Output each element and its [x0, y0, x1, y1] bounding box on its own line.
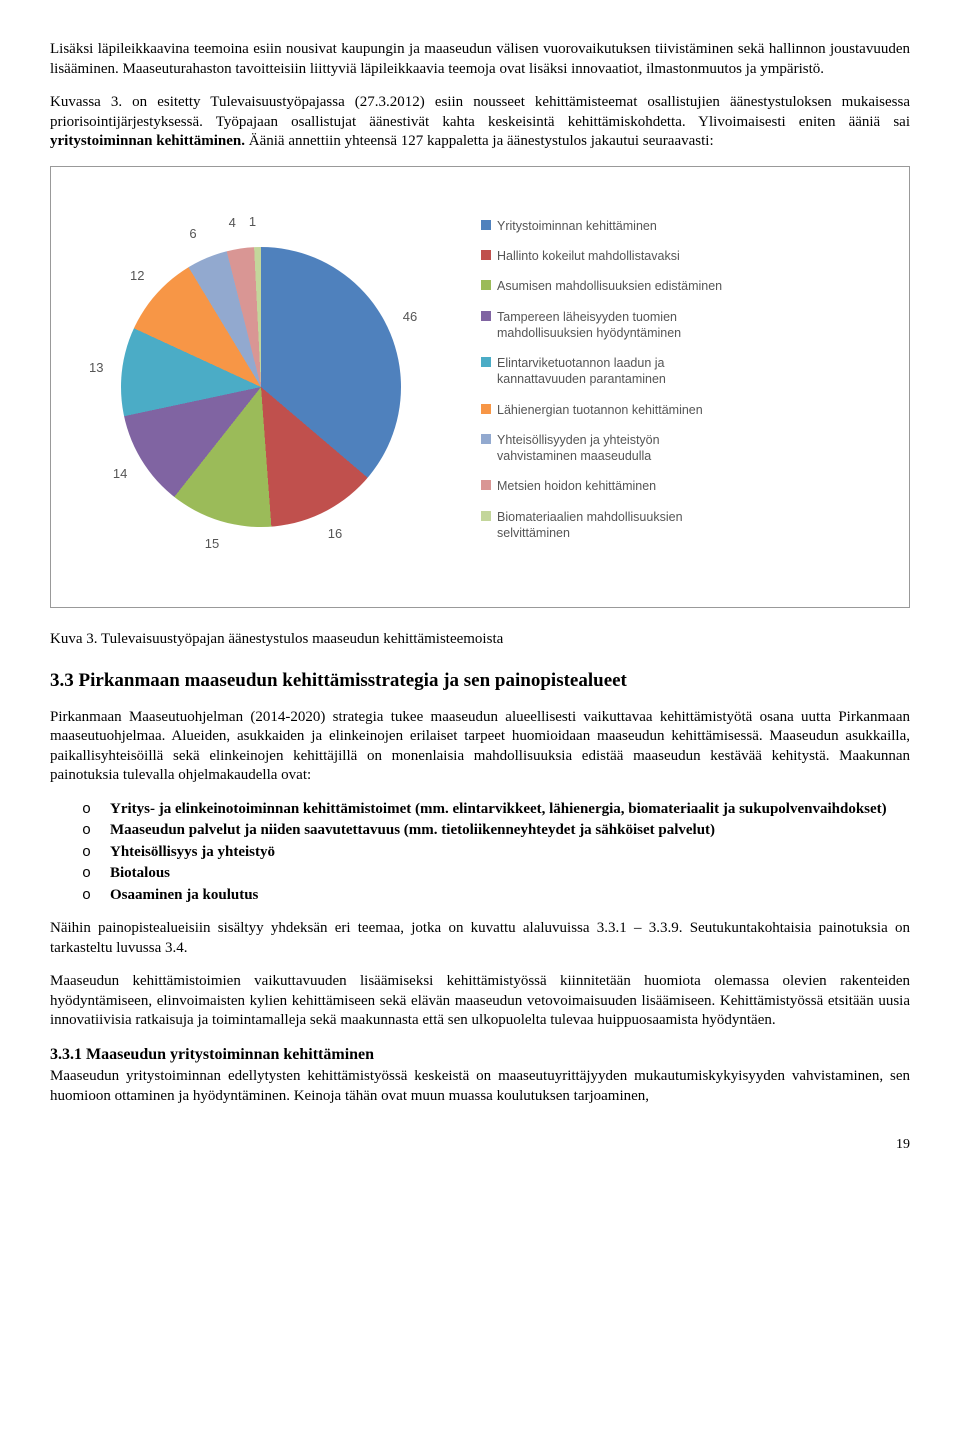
- list-marker: o: [82, 886, 110, 906]
- chart-legend: Yritystoiminnan kehittäminen Hallinto kok…: [481, 218, 737, 555]
- pie-slice-value: 6: [189, 226, 196, 243]
- section-paragraph-1: Pirkanmaan Maaseutuohjelman (2014-2020) …: [50, 708, 910, 786]
- page-number: 19: [50, 1136, 910, 1154]
- legend-label: Hallinto kokeilut mahdollistavaksi: [497, 248, 680, 264]
- legend-label: Asumisen mahdollisuuksien edistäminen: [497, 278, 722, 294]
- legend-item: Elintarviketuotannon laadun ja kannattav…: [481, 355, 737, 388]
- legend-item: Lähienergian tuotannon kehittäminen: [481, 402, 737, 418]
- section-paragraph-2: Näihin painopistealueisiin sisältyy yhde…: [50, 919, 910, 958]
- focus-list-item: oOsaaminen ja koulutus: [82, 886, 910, 906]
- focus-areas-list: oYritys- ja elinkeinotoiminnan kehittämi…: [50, 800, 910, 906]
- focus-list-text: Biotalous: [110, 864, 170, 884]
- legend-swatch: [481, 480, 491, 490]
- focus-list-text: Maaseudun palvelut ja niiden saavutettav…: [110, 821, 715, 841]
- legend-item: Asumisen mahdollisuuksien edistäminen: [481, 278, 737, 294]
- focus-list-item: oYhteisöllisyys ja yhteistyö: [82, 843, 910, 863]
- legend-label: Biomateriaalien mahdollisuuksien selvitt…: [497, 509, 737, 542]
- legend-item: Biomateriaalien mahdollisuuksien selvitt…: [481, 509, 737, 542]
- legend-item: Yritystoiminnan kehittäminen: [481, 218, 737, 234]
- focus-list-item: oBiotalous: [82, 864, 910, 884]
- pie-chart: 46 16 15 14 13 12 6 41: [71, 197, 451, 577]
- legend-label: Yhteisöllisyyden ja yhteistyön vahvistam…: [497, 432, 737, 465]
- focus-list-text: Yritys- ja elinkeinotoiminnan kehittämis…: [110, 800, 887, 820]
- pie-slice-value: 13: [89, 360, 103, 377]
- list-marker: o: [82, 864, 110, 884]
- legend-swatch: [481, 404, 491, 414]
- legend-item: Tampereen läheisyyden tuomien mahdollisu…: [481, 309, 737, 342]
- legend-item: Metsien hoidon kehittäminen: [481, 478, 737, 494]
- legend-item: Yhteisöllisyyden ja yhteistyön vahvistam…: [481, 432, 737, 465]
- pie-slice-value: 1: [249, 214, 256, 231]
- pie-slice-value: 12: [130, 268, 144, 285]
- legend-label: Elintarviketuotannon laadun ja kannattav…: [497, 355, 737, 388]
- legend-label: Lähienergian tuotannon kehittäminen: [497, 402, 703, 418]
- pie-slice-value: 14: [113, 466, 127, 483]
- focus-list-text: Osaaminen ja koulutus: [110, 886, 258, 906]
- section-paragraph-3: Maaseudun kehittämistoimien vaikuttavuud…: [50, 972, 910, 1031]
- list-marker: o: [82, 821, 110, 841]
- legend-label: Metsien hoidon kehittäminen: [497, 478, 656, 494]
- legend-swatch: [481, 311, 491, 321]
- pie-slice-value: 15: [205, 536, 219, 553]
- legend-label: Tampereen läheisyyden tuomien mahdollisu…: [497, 309, 737, 342]
- pie-slice-value: 16: [328, 526, 342, 543]
- pie-slice-value: 46: [403, 309, 417, 326]
- focus-list-item: oMaaseudun palvelut ja niiden saavutetta…: [82, 821, 910, 841]
- legend-swatch: [481, 511, 491, 521]
- list-marker: o: [82, 843, 110, 863]
- pie-chart-container: 46 16 15 14 13 12 6 41 Yritystoiminnan kehittäm…: [50, 166, 910, 608]
- figure-caption: Kuva 3. Tulevaisuustyöpajan äänestystulo…: [50, 630, 910, 650]
- intro-paragraph-2: Kuvassa 3. on esitetty Tulevaisuustyöpaj…: [50, 93, 910, 152]
- legend-label: Yritystoiminnan kehittäminen: [497, 218, 657, 234]
- legend-swatch: [481, 357, 491, 367]
- legend-item: Hallinto kokeilut mahdollistavaksi: [481, 248, 737, 264]
- list-marker: o: [82, 800, 110, 820]
- legend-swatch: [481, 434, 491, 444]
- legend-swatch: [481, 250, 491, 260]
- pie-graphic: [121, 247, 401, 527]
- subsection-paragraph: Maaseudun yritystoiminnan edellytysten k…: [50, 1067, 910, 1106]
- intro-paragraph-1: Lisäksi läpileikkaavina teemoina esiin n…: [50, 40, 910, 79]
- pie-slice-value: 4: [229, 215, 236, 232]
- focus-list-item: oYritys- ja elinkeinotoiminnan kehittämi…: [82, 800, 910, 820]
- focus-list-text: Yhteisöllisyys ja yhteistyö: [110, 843, 275, 863]
- subsection-heading-3-3-1: 3.3.1 Maaseudun yritystoiminnan kehittäm…: [50, 1045, 910, 1066]
- legend-swatch: [481, 220, 491, 230]
- section-heading-3-3: 3.3 Pirkanmaan maaseudun kehittämisstrat…: [50, 669, 910, 694]
- legend-swatch: [481, 280, 491, 290]
